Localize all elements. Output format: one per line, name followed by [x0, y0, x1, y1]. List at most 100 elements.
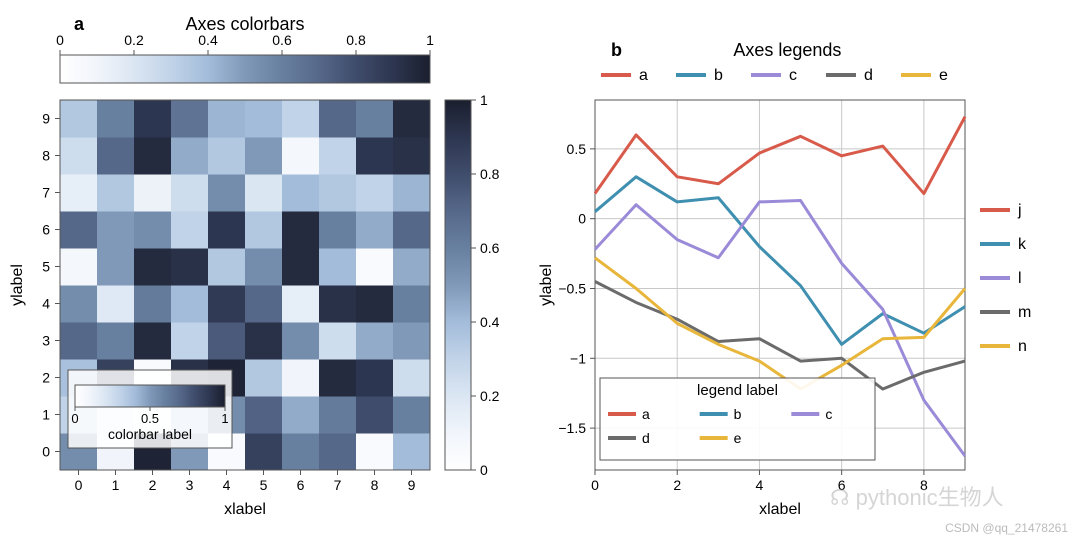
inset-tick: 1	[221, 411, 228, 426]
legend-top: abcde	[601, 67, 948, 84]
y-tick: 0.5	[567, 141, 587, 157]
top-colorbar-tick: 0.4	[198, 32, 218, 48]
series-a	[595, 117, 965, 194]
heatmap-cell	[171, 174, 209, 212]
heatmap-cell	[319, 285, 357, 323]
heatmap-cell	[171, 285, 209, 323]
panel-a: aAxes colorbars00.20.40.60.8101234567890…	[0, 0, 500, 541]
heatmap-cell	[319, 433, 357, 471]
x-tick: 8	[371, 477, 379, 493]
heatmap-cell	[356, 285, 394, 323]
heatmap-cell	[134, 100, 172, 138]
heatmap-cell	[282, 359, 320, 397]
heatmap-cell	[393, 322, 431, 360]
heatmap-cell	[208, 100, 246, 138]
heatmap-cell	[208, 174, 246, 212]
xlabel: xlabel	[224, 501, 266, 518]
legend-label: d	[642, 430, 650, 446]
heatmap-cell	[282, 174, 320, 212]
heatmap-cell	[356, 433, 394, 471]
heatmap-cell	[171, 211, 209, 249]
panel-b: bAxes legendsabcde02468−1.5−1−0.500.5xla…	[520, 0, 1080, 541]
heatmap-cell	[245, 285, 283, 323]
heatmap-cell	[319, 359, 357, 397]
x-tick: 9	[408, 477, 416, 493]
legend-label: a	[639, 67, 648, 84]
y-tick: 6	[42, 222, 50, 238]
heatmap-cell	[356, 359, 394, 397]
x-tick: 3	[186, 477, 194, 493]
legend-label: c	[825, 406, 832, 422]
y-tick: 5	[42, 259, 50, 275]
panel-b-title: Axes legends	[733, 40, 841, 60]
heatmap-cell	[134, 137, 172, 175]
heatmap-cell	[245, 211, 283, 249]
panel-a-letter: a	[74, 14, 85, 34]
y-tick: 0	[578, 211, 586, 227]
legend-label: b	[714, 67, 723, 84]
heatmap-cell	[282, 285, 320, 323]
heatmap-cell	[282, 433, 320, 471]
heatmap-cell	[282, 322, 320, 360]
credit-text: CSDN @qq_21478261	[945, 521, 1068, 535]
top-colorbar-tick: 0.8	[346, 32, 366, 48]
heatmap-cell	[393, 285, 431, 323]
x-tick: 0	[75, 477, 83, 493]
heatmap-cell	[208, 285, 246, 323]
heatmap-cell	[356, 100, 394, 138]
heatmap-cell	[282, 211, 320, 249]
heatmap-cell	[245, 322, 283, 360]
right-colorbar-tick: 1	[480, 92, 488, 108]
x-tick: 2	[673, 477, 681, 493]
heatmap-cell	[171, 137, 209, 175]
heatmap-cell	[245, 100, 283, 138]
inset-colorbar-label: colorbar label	[108, 426, 192, 442]
heatmap-cell	[97, 211, 135, 249]
heatmap-cell	[97, 174, 135, 212]
right-colorbar-tick: 0.8	[480, 166, 500, 182]
legend-label: m	[1018, 304, 1031, 321]
heatmap-cell	[134, 285, 172, 323]
ylabel: ylabel	[9, 264, 26, 306]
heatmap-cell	[134, 211, 172, 249]
heatmap-cell	[171, 248, 209, 286]
heatmap-cell	[282, 137, 320, 175]
y-tick: 7	[42, 185, 50, 201]
heatmap-cell	[319, 211, 357, 249]
heatmap-cell	[319, 100, 357, 138]
heatmap-cell	[282, 100, 320, 138]
heatmap-cell	[393, 433, 431, 471]
legend-label: d	[864, 67, 873, 84]
x-tick: 1	[112, 477, 120, 493]
heatmap-cell	[282, 248, 320, 286]
heatmap-cell	[393, 211, 431, 249]
heatmap-cell	[319, 322, 357, 360]
legend-label: n	[1018, 338, 1027, 355]
heatmap-cell	[97, 100, 135, 138]
y-tick: 1	[42, 407, 50, 423]
y-tick: 0	[42, 444, 50, 460]
y-tick: 4	[42, 296, 50, 312]
x-tick: 6	[297, 477, 305, 493]
heatmap-cell	[245, 174, 283, 212]
heatmap-cell	[393, 174, 431, 212]
heatmap-cell	[245, 396, 283, 434]
legend-label: b	[734, 406, 742, 422]
heatmap-cell	[356, 211, 394, 249]
top-colorbar-tick: 0.2	[124, 32, 144, 48]
right-colorbar	[445, 100, 471, 470]
inset-tick: 0.5	[141, 411, 159, 426]
heatmap-cell	[245, 359, 283, 397]
heatmap-cell	[134, 248, 172, 286]
panel-a-title: Axes colorbars	[185, 14, 304, 34]
heatmap-cell	[245, 433, 283, 471]
y-tick: 9	[42, 111, 50, 127]
x-tick: 0	[591, 477, 599, 493]
legend-label: j	[1017, 202, 1022, 219]
y-tick: 8	[42, 148, 50, 164]
x-tick: 7	[334, 477, 342, 493]
panel-b-letter: b	[611, 40, 622, 60]
x-tick: 2	[149, 477, 157, 493]
heatmap-cell	[393, 100, 431, 138]
heatmap-cell	[245, 137, 283, 175]
